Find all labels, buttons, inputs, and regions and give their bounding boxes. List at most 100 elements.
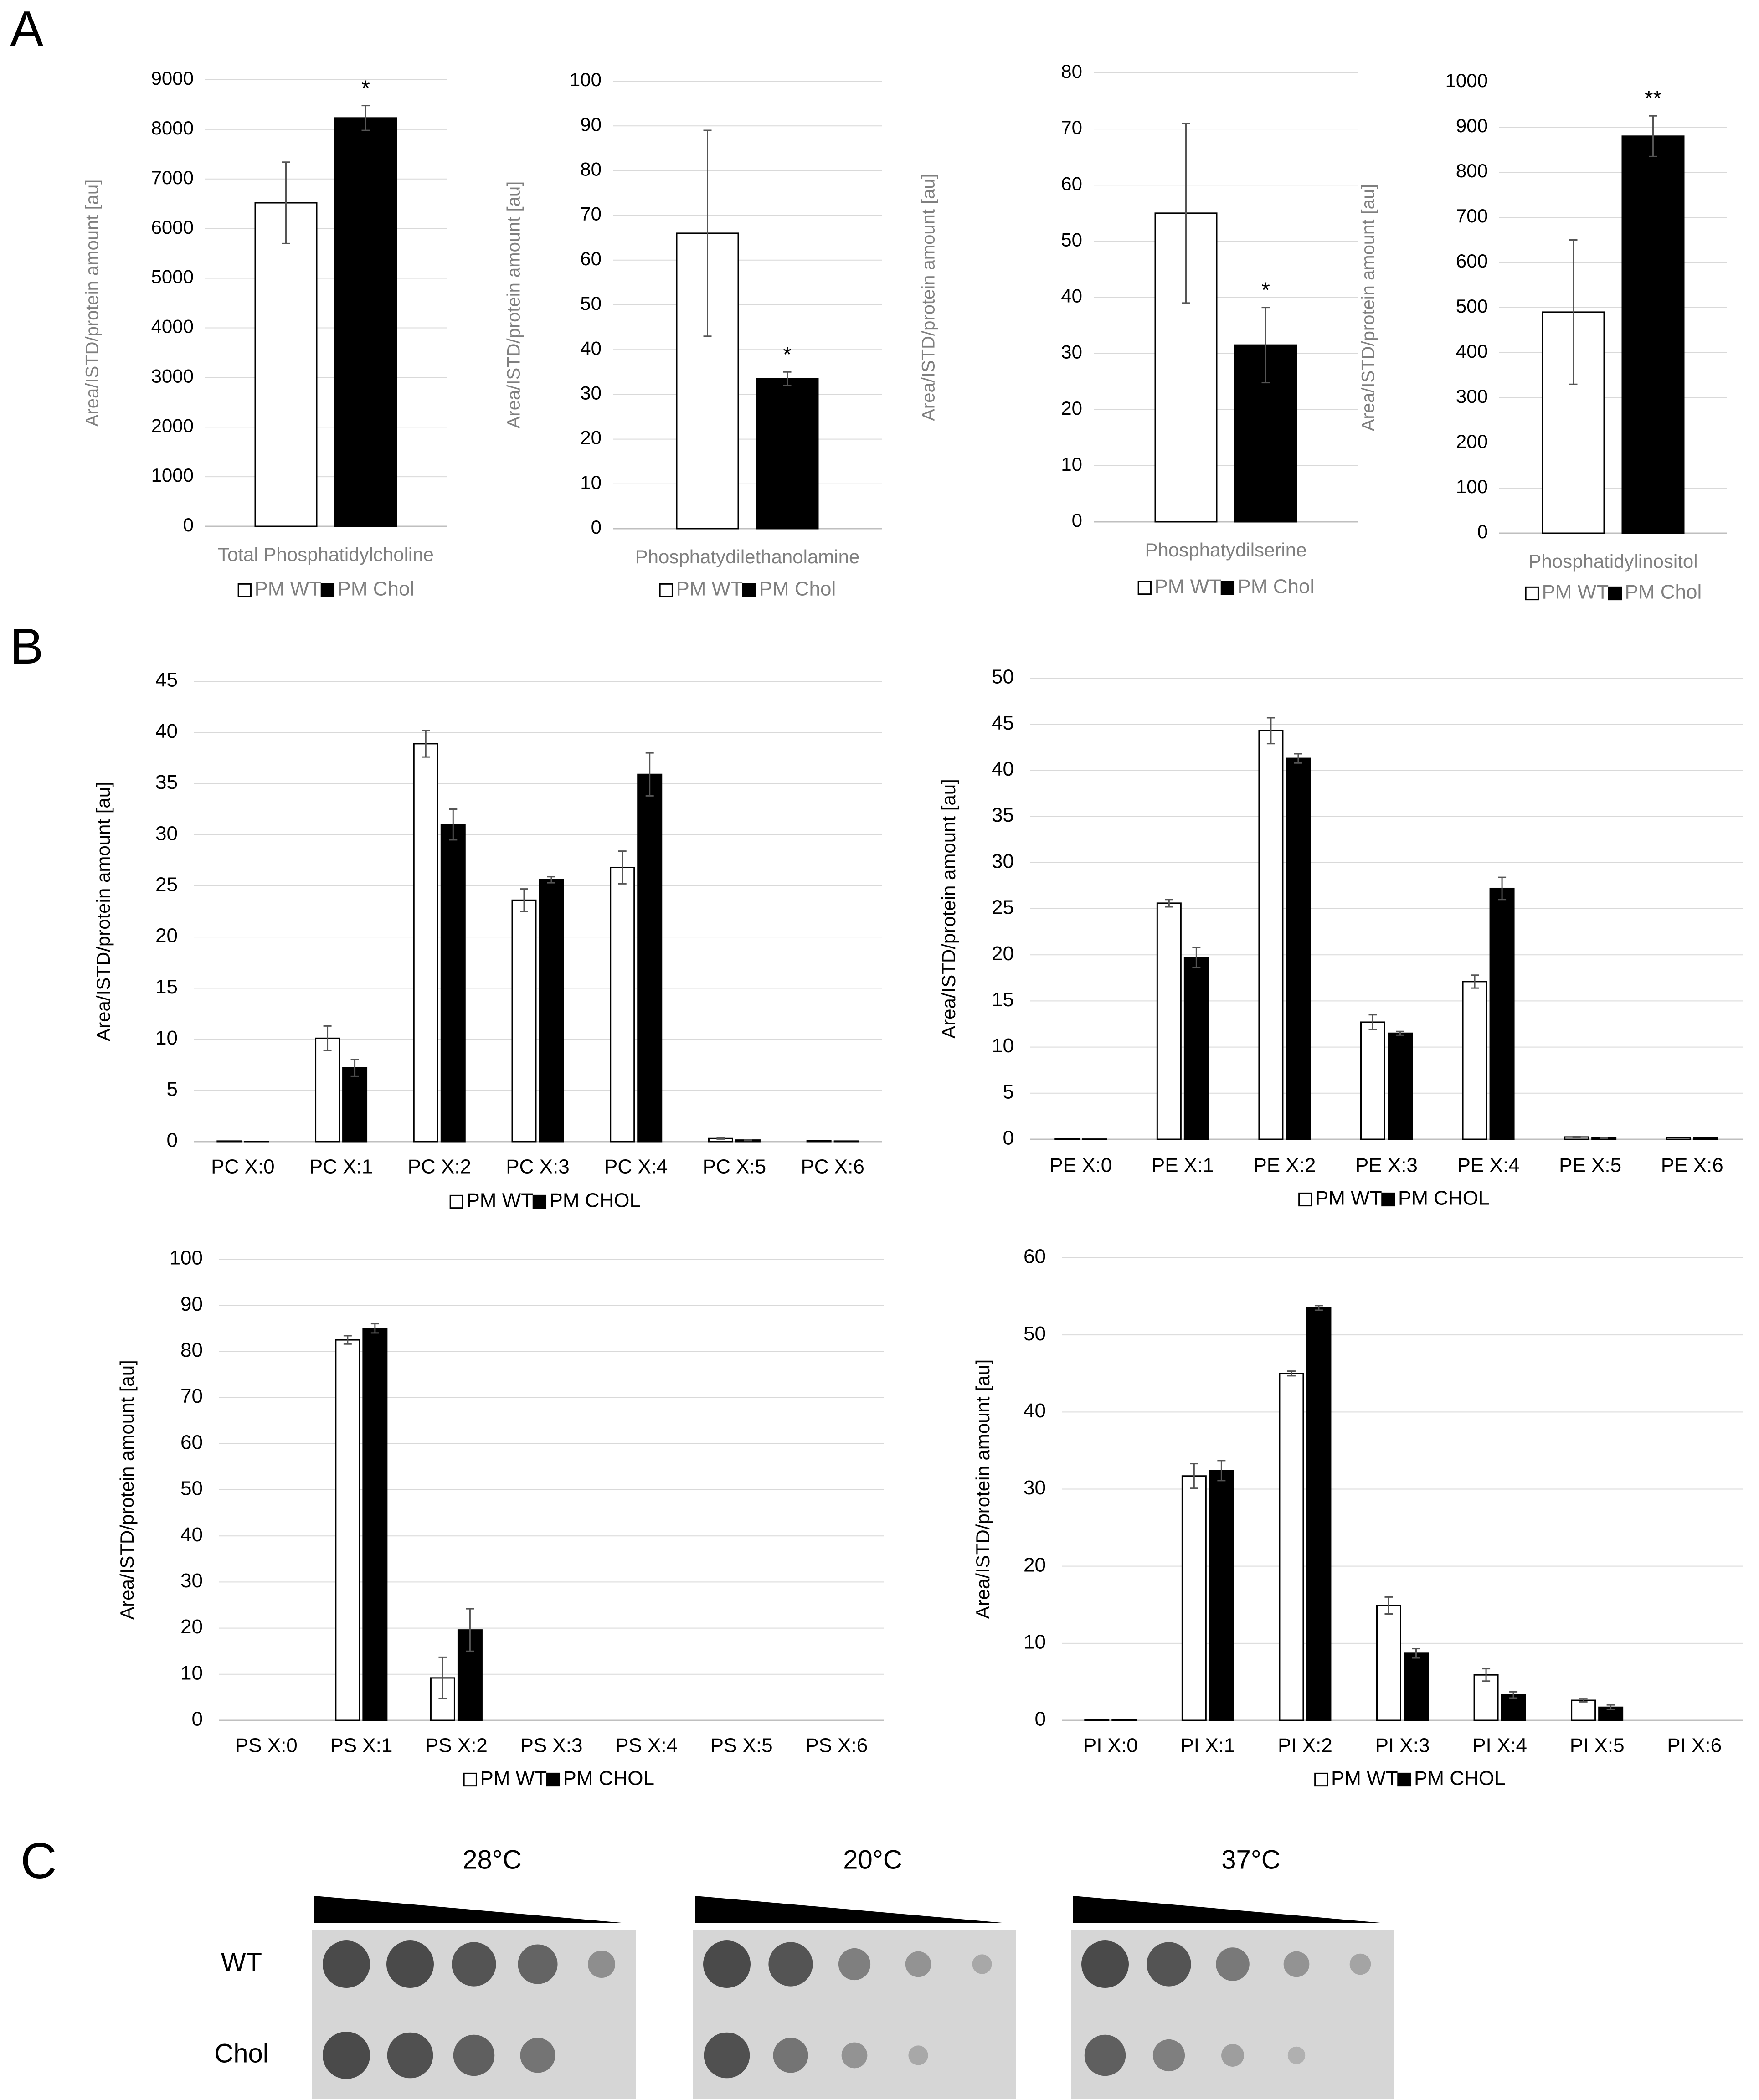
chart-b2-xtick-4: PE X:4 xyxy=(1457,1154,1520,1177)
colony-spot-0-1-2 xyxy=(453,2034,495,2076)
chart-a4-ytick-9: 900 xyxy=(1456,115,1488,136)
chart-b4-bar-wt-5 xyxy=(1571,1699,1596,1721)
chart-b4-ylabel: Area/ISTD/protein amount [au] xyxy=(972,1359,993,1619)
chart-b2-errorbar-wt-3 xyxy=(1368,1014,1377,1030)
chart-b1-errorbar-chol-1 xyxy=(350,1059,359,1077)
strain-label-chol: Chol xyxy=(214,2038,268,2068)
colony-spot-1-0-2 xyxy=(838,1948,871,1981)
chart-b4-errorbar-wt-1 xyxy=(1190,1463,1198,1489)
chart-b3-ytick-9: 90 xyxy=(180,1293,203,1315)
chart-b4-xtick-1: PI X:1 xyxy=(1180,1735,1235,1757)
colony-spot-1-1-1 xyxy=(773,2038,808,2073)
chart-b3-ytick-5: 50 xyxy=(180,1477,203,1500)
chart-b4-errorbar-wt-2 xyxy=(1287,1370,1296,1377)
colony-spot-0-0-3 xyxy=(518,1944,558,1984)
chart-a4-ylabel: Area/ISTD/protein amount [au] xyxy=(1358,184,1378,432)
colony-spot-1-0-3 xyxy=(905,1951,931,1977)
chart-b4-legend: PM WT PM CHOL xyxy=(1314,1767,1506,1790)
chart-a4-ytick-3: 300 xyxy=(1456,386,1488,407)
chart-a4-bar-chol xyxy=(1621,135,1685,534)
chart-a4-ytick-1: 100 xyxy=(1456,476,1488,497)
chart-b1-errorbar-wt-4 xyxy=(618,850,627,885)
chart-b3-bar-wt-1 xyxy=(335,1339,360,1721)
chart-a2-legend-swatch-wt xyxy=(659,583,673,597)
chart-b3-ytick-8: 80 xyxy=(180,1339,203,1361)
chart-b2-bar-chol-4 xyxy=(1489,887,1515,1140)
chart-b2-errorbar-wt-4 xyxy=(1471,974,1479,989)
chart-b3-ytick-1: 10 xyxy=(180,1662,203,1684)
chart-a3-ytick-0: 0 xyxy=(1072,510,1082,531)
chart-b1-errorbar-wt-1 xyxy=(323,1025,332,1051)
chart-b2-xtick-6: PE X:6 xyxy=(1661,1154,1723,1177)
chart-b3-xtick-0: PS X:0 xyxy=(235,1735,298,1757)
chart-a1-legend-swatch-wt xyxy=(237,583,252,597)
chart-a3-ytick-6: 60 xyxy=(1061,173,1082,194)
chart-b2-bar-wt-3 xyxy=(1360,1021,1385,1140)
chart-b2-bar-chol-3 xyxy=(1388,1032,1413,1140)
chart-a1-ytick-5: 5000 xyxy=(151,266,194,288)
colony-spot-2-1-1 xyxy=(1152,2039,1185,2072)
chart-b1-errorbar-chol-3 xyxy=(547,876,555,884)
chart-b3-xtick-4: PS X:4 xyxy=(615,1735,678,1757)
chart-a1-xlabel: Total Phosphatidylcholine xyxy=(218,544,434,565)
colony-spot-2-0-2 xyxy=(1216,1947,1250,1981)
chart-a2-errorbar-wt xyxy=(703,129,712,337)
chart-b2-errorbar-chol-4 xyxy=(1498,876,1507,901)
chart-b1-bar-chol-3 xyxy=(539,879,564,1143)
chart-a1-ytick-0: 0 xyxy=(183,514,194,535)
colony-spot-1-1-3 xyxy=(908,2045,928,2065)
chart-a4-ytick-8: 800 xyxy=(1456,160,1488,181)
colony-spot-0-1-0 xyxy=(323,2032,370,2079)
chart-b4-bar-wt-3 xyxy=(1376,1605,1401,1721)
chart-b1-errorbar-wt-5 xyxy=(716,1137,725,1140)
chart-b1-xtick-4: PC X:4 xyxy=(604,1156,668,1178)
chart-a3-ytick-3: 30 xyxy=(1061,341,1082,363)
chart-b2-xtick-2: PE X:2 xyxy=(1253,1154,1316,1177)
chart-b3-ytick-4: 40 xyxy=(180,1524,203,1546)
chart-b2-ytick-3: 15 xyxy=(992,988,1014,1011)
chart-b1-xtick-6: PC X:6 xyxy=(801,1156,864,1178)
chart-b4-xtick-6: PI X:6 xyxy=(1667,1735,1722,1757)
chart-b1-bar-wt-0 xyxy=(216,1140,242,1143)
chart-b4-errorbar-chol-1 xyxy=(1217,1460,1226,1482)
chart-a4-legend-label-chol: PM Chol xyxy=(1625,581,1702,603)
chart-b4-errorbar-wt-5 xyxy=(1579,1698,1588,1703)
chart-a1-errorbar-wt xyxy=(282,161,290,244)
chart-b1-bar-chol-1 xyxy=(342,1067,368,1143)
temperature-label-0: 28°C xyxy=(463,1845,522,1874)
chart-b1-legend-label-wt: PM WT xyxy=(466,1189,533,1212)
chart-b4-bar-chol-2 xyxy=(1306,1307,1332,1721)
chart-b1-ytick-8: 40 xyxy=(155,720,178,742)
chart-b1-ytick-4: 20 xyxy=(155,925,178,947)
chart-b4-xtick-2: PI X:2 xyxy=(1278,1735,1332,1757)
chart-b2: 0 5 10 15 20 25 30 35 40 45 50 Area/ISTD/protein am… xyxy=(938,666,1743,1177)
chart-b4-errorbar-chol-4 xyxy=(1509,1691,1518,1699)
colony-spot-0-1-1 xyxy=(387,2032,433,2079)
chart-a4: 0 100 200 300 400 500 600 700 800 900 1000 Area/IST… xyxy=(1358,70,1727,572)
chart-b1-xtick-5: PC X:5 xyxy=(703,1156,766,1178)
chart-b2-legend-swatch-chol xyxy=(1381,1192,1395,1207)
chart-b3-errorbar-chol-1 xyxy=(370,1323,379,1334)
chart-b1-bar-chol-2 xyxy=(440,824,466,1143)
chart-b1-legend-label-chol: PM CHOL xyxy=(550,1189,641,1212)
chart-b3-bar-chol-1 xyxy=(362,1328,388,1721)
spot-plate-1: 20°C xyxy=(693,1845,1016,2099)
chart-b2-errorbar-wt-2 xyxy=(1266,717,1275,745)
chart-b2-ytick-0: 0 xyxy=(1003,1127,1014,1149)
chart-a1-legend-swatch-chol xyxy=(320,583,335,597)
spot-plate-0: 28°C xyxy=(312,1845,636,2099)
chart-a4-legend-label-wt: PM WT xyxy=(1542,581,1609,603)
colony-spot-1-0-1 xyxy=(768,1942,813,1987)
chart-b1-ytick-6: 30 xyxy=(155,822,178,844)
chart-a3-legend: PM WT PM Chol xyxy=(1137,576,1314,598)
chart-b2-ytick-5: 25 xyxy=(992,896,1014,919)
chart-b2-ytick-7: 35 xyxy=(992,804,1014,826)
chart-a1-ytick-3: 3000 xyxy=(151,365,194,386)
chart-b3-ytick-6: 60 xyxy=(180,1431,203,1453)
chart-a4-legend-swatch-wt xyxy=(1525,586,1539,601)
colony-spot-2-0-3 xyxy=(1283,1951,1310,1977)
colony-spot-0-0-2 xyxy=(452,1942,496,1987)
chart-a3-ytick-4: 40 xyxy=(1061,285,1082,307)
chart-b2-ytick-9: 45 xyxy=(992,712,1014,734)
chart-a1-ytick-2: 2000 xyxy=(151,415,194,436)
